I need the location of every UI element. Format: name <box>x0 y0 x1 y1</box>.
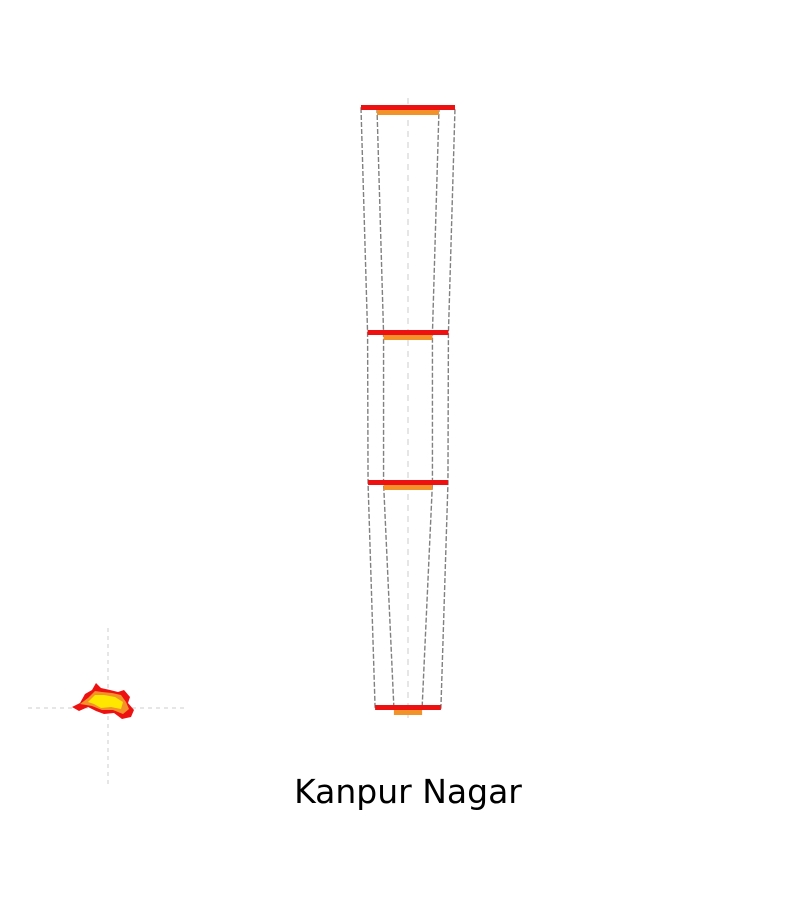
funnel-stage-2-secondary-bar <box>383 335 433 340</box>
district-map-thumbnail <box>28 628 188 788</box>
funnel-stage-1-secondary-bar <box>376 110 440 115</box>
funnel-stage-4-primary-bar <box>375 705 441 710</box>
district-shape-inner <box>88 695 123 709</box>
funnel-stage-4-secondary-bar <box>393 710 423 715</box>
funnel-stage-2-primary-bar <box>367 330 449 335</box>
funnel-stage-3-secondary-bar <box>383 485 433 490</box>
chart-title: Kanpur Nagar <box>294 772 522 811</box>
funnel-chart <box>360 98 456 718</box>
funnel-stage-1-primary-bar <box>361 105 455 110</box>
funnel-outline-inner <box>376 107 440 709</box>
funnel-stage-3-primary-bar <box>368 480 448 485</box>
funnel-bars <box>361 105 455 715</box>
